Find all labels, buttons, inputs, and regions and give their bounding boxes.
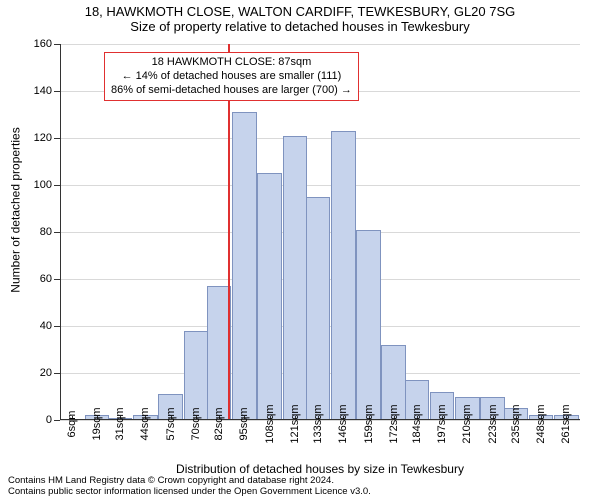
x-tick-label: 82sqm <box>213 407 225 440</box>
footer-line2: Contains public sector information licen… <box>8 487 592 498</box>
x-tick-label: 159sqm <box>363 404 375 443</box>
footer: Contains HM Land Registry data © Crown c… <box>8 476 592 498</box>
y-tick-label: 80 <box>2 226 52 238</box>
chart-container: 18, HAWKMOTH CLOSE, WALTON CARDIFF, TEWK… <box>0 0 600 500</box>
x-tick-label: 19sqm <box>91 407 103 440</box>
annotation-line: 86% of semi-detached houses are larger (… <box>111 84 352 98</box>
y-tick-label: 20 <box>2 367 52 379</box>
grid-line <box>60 185 580 186</box>
histogram-bar <box>356 230 381 420</box>
y-tick-label: 120 <box>2 132 52 144</box>
x-tick-label: 248sqm <box>535 404 547 443</box>
x-tick-label: 31sqm <box>114 407 126 440</box>
annotation-box: 18 HAWKMOTH CLOSE: 87sqm← 14% of detache… <box>104 52 359 101</box>
y-tick-label: 140 <box>2 85 52 97</box>
plot-area: 18 HAWKMOTH CLOSE: 87sqm← 14% of detache… <box>60 44 580 420</box>
x-tick-label: 44sqm <box>139 407 151 440</box>
histogram-bar <box>283 136 308 420</box>
x-tick-label: 57sqm <box>165 407 177 440</box>
annotation-line: 18 HAWKMOTH CLOSE: 87sqm <box>111 56 352 70</box>
x-tick-label: 261sqm <box>560 404 572 443</box>
x-tick-label: 184sqm <box>411 404 423 443</box>
x-tick-label: 146sqm <box>337 404 349 443</box>
annotation-line: ← 14% of detached houses are smaller (11… <box>111 70 352 84</box>
y-tick-label: 40 <box>2 320 52 332</box>
x-axis-label: Distribution of detached houses by size … <box>60 462 580 476</box>
x-tick-label: 95sqm <box>238 407 250 440</box>
histogram-bar <box>331 131 356 420</box>
x-tick-label: 121sqm <box>289 404 301 443</box>
x-tick-label: 197sqm <box>436 404 448 443</box>
x-tick-label: 223sqm <box>487 404 499 443</box>
titles: 18, HAWKMOTH CLOSE, WALTON CARDIFF, TEWK… <box>0 0 600 34</box>
grid-line <box>60 138 580 139</box>
histogram-bar <box>257 173 282 420</box>
grid-line <box>60 44 580 45</box>
title-address: 18, HAWKMOTH CLOSE, WALTON CARDIFF, TEWK… <box>0 4 600 19</box>
x-tick-label: 133sqm <box>312 404 324 443</box>
x-tick-label: 108sqm <box>264 404 276 443</box>
y-tick-label: 100 <box>2 179 52 191</box>
histogram-bar <box>306 197 331 420</box>
x-tick-label: 210sqm <box>461 404 473 443</box>
histogram-bar <box>232 112 257 420</box>
y-tick-label: 60 <box>2 273 52 285</box>
y-tick-label: 160 <box>2 38 52 50</box>
y-tick-label: 0 <box>2 414 52 426</box>
x-tick-label: 70sqm <box>190 407 202 440</box>
x-tick-label: 6sqm <box>66 411 78 438</box>
y-axis-ticks: 020406080100120140160 <box>0 44 54 420</box>
x-tick-label: 172sqm <box>388 404 400 443</box>
x-tick-label: 235sqm <box>510 404 522 443</box>
title-sub: Size of property relative to detached ho… <box>0 19 600 34</box>
